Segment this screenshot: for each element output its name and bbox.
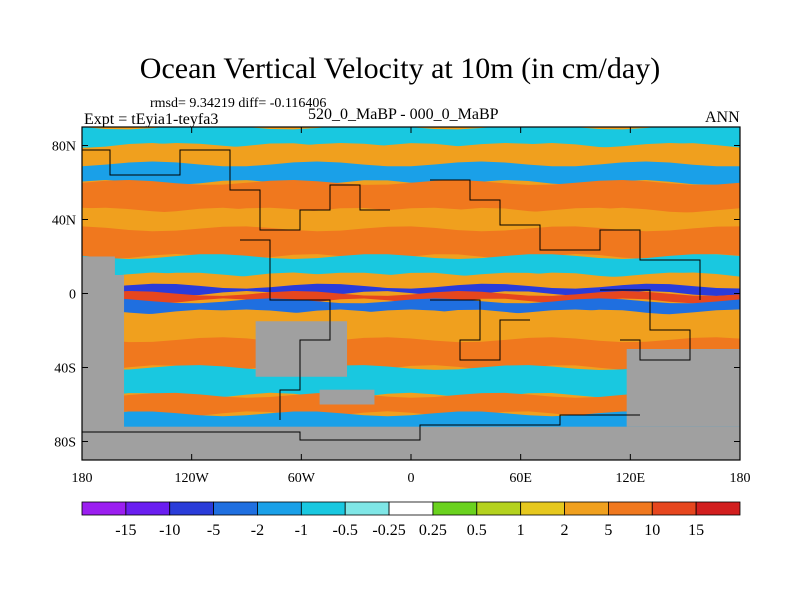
- field-band: [82, 161, 740, 185]
- colorbar-label: -0.25: [372, 522, 405, 539]
- colorbar-swatch: [213, 501, 258, 516]
- colorbar-swatch: [520, 501, 565, 516]
- colorbar-label: 5: [604, 522, 612, 539]
- colorbar-label: -0.5: [333, 522, 358, 539]
- field-band: [82, 180, 740, 213]
- figure-title: Ocean Vertical Velocity at 10m (in cm/da…: [139, 52, 661, 85]
- lon-label: 180: [730, 471, 751, 486]
- coastlines: [82, 149, 701, 441]
- field-band: [82, 337, 740, 370]
- colorbar-swatch: [81, 501, 127, 516]
- latitude-ticks: 80N 40N 0 40S 80S: [52, 140, 740, 451]
- colorbar: -15 -10 -5 -2 -1 -0.5 -0.25 0.25 0.5 1 2 5 10 15: [81, 501, 741, 539]
- small-island: [319, 389, 375, 405]
- field-band: [82, 207, 740, 232]
- colorbar-label: -2: [251, 522, 264, 539]
- colorbar-label: 2: [561, 522, 569, 539]
- colorbar-swatch: [476, 501, 522, 516]
- colorbar-swatch: [651, 501, 697, 516]
- lon-label: 180: [72, 471, 93, 486]
- colorbar-swatch: [344, 501, 390, 516]
- central-landmass: [255, 321, 348, 377]
- lon-label: 60W: [288, 471, 316, 486]
- west-land-mid: [82, 256, 115, 275]
- colorbar-swatch: [432, 501, 478, 516]
- field-band: [82, 127, 740, 148]
- colorbar-label: 0.5: [467, 522, 487, 539]
- colorbar-label: 1: [517, 522, 525, 539]
- lat-label: 80N: [52, 140, 76, 155]
- colorbar-swatch: [564, 501, 609, 516]
- field-band: [82, 365, 740, 398]
- field-band: [82, 283, 740, 296]
- colorbar-label: -1: [295, 522, 308, 539]
- colorbar-label: 0.25: [419, 522, 447, 539]
- field-band: [82, 392, 740, 417]
- lon-label: 120W: [175, 471, 210, 486]
- lon-label: 60E: [509, 471, 532, 486]
- colorbar-label: 10: [644, 522, 660, 539]
- lon-label: 120E: [616, 471, 646, 486]
- colorbar-swatch: [300, 501, 346, 516]
- colorbar-swatch: [257, 501, 302, 516]
- colorbar-swatch: [388, 501, 434, 516]
- field-band: [82, 272, 740, 289]
- stats-text: rmsd= 9.34219 diff= -0.116406: [150, 96, 327, 111]
- colorbar-label: 15: [688, 522, 704, 539]
- longitude-ticks: 180 120W 60W 0 60E 120E 180: [72, 127, 751, 486]
- colorbar-label: -10: [159, 522, 180, 539]
- difference-label: 520_0_MaBP - 000_0_MaBP: [308, 106, 499, 123]
- colorbar-swatch: [695, 501, 741, 516]
- experiment-label: Expt = tEyia1-teyfa3: [84, 111, 219, 128]
- lat-label: 40N: [52, 214, 76, 229]
- colorbar-swatch: [169, 501, 215, 516]
- lat-label: 40S: [54, 362, 76, 377]
- field-band: [82, 254, 740, 278]
- lat-label: 80S: [54, 436, 76, 451]
- eastern-landmass: [626, 349, 740, 427]
- field-band: [82, 143, 740, 167]
- colorbar-swatch: [125, 501, 171, 516]
- colorbar-label: -5: [207, 522, 220, 539]
- season-label: ANN: [705, 109, 740, 126]
- colorbar-label: -15: [115, 522, 136, 539]
- colorbar-swatch: [608, 501, 653, 516]
- lat-label: 0: [69, 288, 76, 303]
- field-band: [82, 309, 740, 343]
- field-band: [82, 226, 740, 259]
- lon-label: 0: [408, 471, 415, 486]
